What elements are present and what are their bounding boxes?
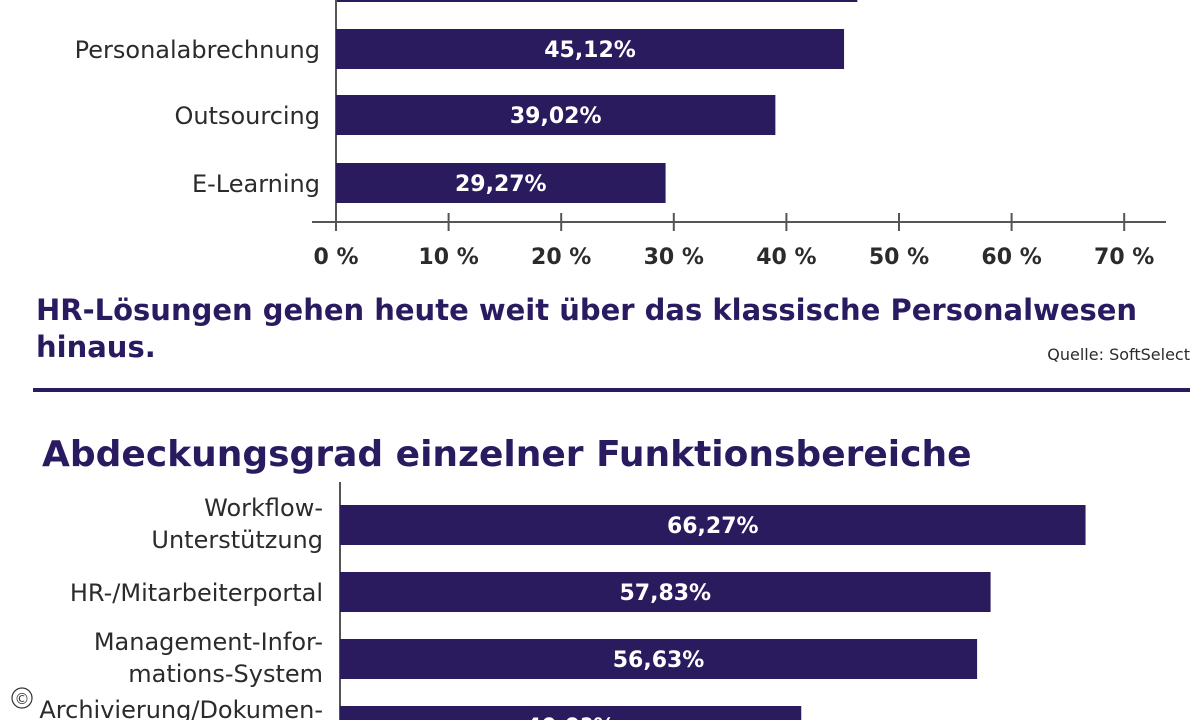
chart1-x-tick-label: 70 % <box>1094 245 1154 270</box>
chart1-source: Quelle: SoftSelect <box>1047 345 1190 364</box>
copyright-badge <box>11 687 33 709</box>
chart1-bar-cropped <box>336 0 858 2</box>
chart1-category-label: Outsourcing <box>174 102 320 130</box>
chart2-category-label: mations-System <box>128 660 323 688</box>
chart2-bar <box>340 639 978 679</box>
chart1-x-tick-label: 60 % <box>981 245 1041 270</box>
chart1-x-tick-label: 50 % <box>869 245 929 270</box>
chart1-x-tick-label: 10 % <box>418 245 478 270</box>
copyright-icon: © <box>15 690 30 708</box>
chart2-bar-value: 66,27% <box>667 514 759 539</box>
chart2-category-label: Unterstützung <box>151 526 323 554</box>
chart1-x-tick-label: 0 % <box>313 245 358 270</box>
chart2-bar <box>340 505 1086 545</box>
chart1-x-tick-label: 30 % <box>644 245 704 270</box>
chart2-category-label: Archivierung/Dokumen- <box>39 696 323 720</box>
chart1-bar-value: 45,12% <box>544 38 636 63</box>
chart2-bar <box>340 572 991 612</box>
chart2-bar-value: 57,83% <box>619 581 711 606</box>
chart1-bar <box>336 95 776 135</box>
chart2-bar <box>340 706 802 720</box>
chart2-bar-value: 40,9?% <box>526 715 615 720</box>
chart1-bar-value: 39,02% <box>510 104 602 129</box>
chart1-bar-value: 29,27% <box>455 172 547 197</box>
chart2-title: Abdeckungsgrad einzelner Funktionsbereic… <box>42 434 972 475</box>
chart1-bar <box>336 163 666 203</box>
chart1-category-label: E-Learning <box>192 170 320 198</box>
chart1-caption-line2: hinaus. <box>36 330 156 364</box>
chart1-x-tick-label: 40 % <box>756 245 816 270</box>
chart1-x-tick-label: 20 % <box>531 245 591 270</box>
chart2-category-label: Management-Infor- <box>94 628 323 656</box>
chart1-caption-line1: HR-Lösungen gehen heute weit über das kl… <box>36 293 1137 327</box>
chart1-bar <box>336 29 845 69</box>
chart2-bar-value: 56,63% <box>613 648 705 673</box>
chart1-category-label: Personalabrechnung <box>75 36 320 64</box>
chart2-category-label: Workflow- <box>204 494 323 522</box>
chart2-category-label: HR-/Mitarbeiterportal <box>70 579 323 607</box>
